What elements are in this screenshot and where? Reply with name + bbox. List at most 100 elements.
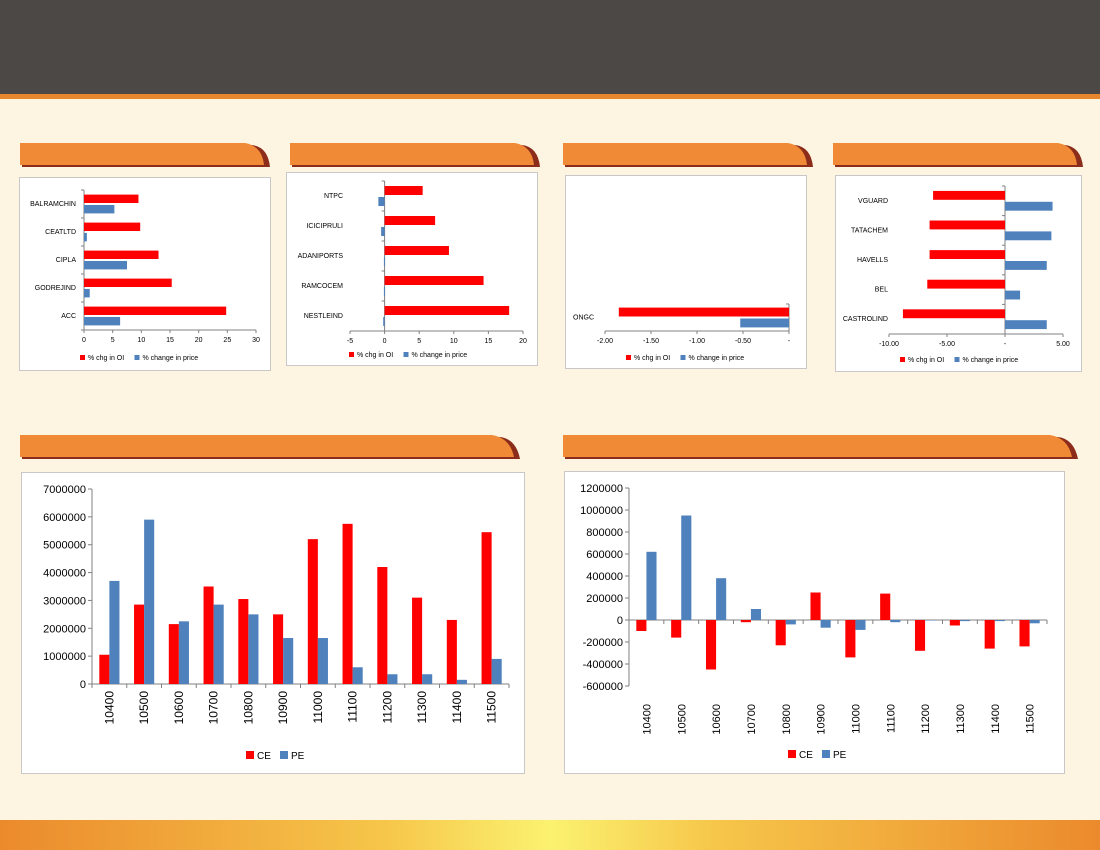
legend-label: % chg in OI <box>634 355 670 362</box>
oi-bar-bel <box>927 279 1005 289</box>
y-tick-label: 400000 <box>586 571 623 583</box>
y-tick-label: 1200000 <box>580 483 623 495</box>
ce-bar-11400 <box>446 619 457 684</box>
pe-bar-10400 <box>646 551 657 620</box>
x-tick-label: 5.00 <box>1056 341 1070 348</box>
oi-bar-adaniports <box>384 246 449 255</box>
category-label: CIPLA <box>56 257 77 264</box>
x-category-label: 10900 <box>276 691 290 725</box>
legend-label: PE <box>833 750 847 761</box>
price-bar-tatachem <box>1005 231 1052 241</box>
x-category-label: 10800 <box>781 704 793 735</box>
y-tick-label: 7000000 <box>43 484 86 496</box>
oi-bar-ceatltd <box>84 222 141 231</box>
pe-bar-10900 <box>820 620 831 628</box>
x-tick-label: 30 <box>252 337 260 344</box>
ce-bar-10500 <box>671 620 682 638</box>
ce-bar-11100 <box>880 593 891 620</box>
x-tick-label: 20 <box>195 337 203 344</box>
legend-swatch-pe <box>280 751 288 759</box>
oi-bar-ongc <box>618 307 789 317</box>
pe-bar-11500 <box>1029 620 1040 624</box>
y-tick-label: -400000 <box>583 659 623 671</box>
pe-bar-11100 <box>890 620 901 623</box>
x-category-label: 11000 <box>311 691 325 724</box>
pe-bar-10800 <box>785 620 796 625</box>
category-label: NTPC <box>324 193 343 200</box>
x-category-label: 11400 <box>990 704 1002 734</box>
category-label: CEATLTD <box>45 229 76 236</box>
x-category-label: 11500 <box>1025 704 1037 734</box>
header-accent-line <box>0 94 1100 99</box>
x-category-label: 10800 <box>241 691 255 725</box>
x-tick-label: - <box>1004 341 1007 348</box>
x-tick-label: 10 <box>137 337 145 344</box>
category-label: RAMCOCEM <box>301 283 343 290</box>
pe-bar-10500 <box>144 519 155 684</box>
x-category-label: 11300 <box>415 691 429 724</box>
ce-bar-11200 <box>377 567 388 684</box>
pe-bar-11200 <box>925 620 936 621</box>
y-tick-label: 3000000 <box>43 595 86 607</box>
open-interest-chart: 0 1000000 2000000 3000000 4000000 5000000 6000… <box>43 484 510 762</box>
x-tick-label: -5 <box>347 338 353 345</box>
x-category-label: 10600 <box>711 704 723 735</box>
x-category-label: 10500 <box>676 704 688 735</box>
open-interest-panel: 0 1000000 2000000 3000000 4000000 5000000 6000… <box>21 472 525 774</box>
oi-bar-acc <box>84 306 227 315</box>
y-tick-label: 200000 <box>586 593 623 605</box>
ce-bar-10400 <box>636 620 647 631</box>
y-tick-label: 2000000 <box>43 623 86 635</box>
ce-bar-10400 <box>99 654 110 684</box>
price-bar-bel <box>1005 290 1021 300</box>
x-tick-label: -5.00 <box>939 341 955 348</box>
pe-bar-11400 <box>456 679 467 684</box>
pe-bar-10800 <box>248 614 259 684</box>
price-bar-acc <box>84 317 121 326</box>
pe-bar-10600 <box>716 578 727 620</box>
oi-bar-cipla <box>84 250 159 259</box>
pe-bar-10700 <box>213 604 224 684</box>
price-bar-havells <box>1005 261 1047 270</box>
footer-bar <box>0 820 1100 850</box>
oi-bar-havells <box>929 250 1005 259</box>
pe-bar-11000 <box>317 638 328 684</box>
price-bar-icicipruli <box>381 227 385 236</box>
section-tab-4 <box>833 143 1083 167</box>
price-bar-ramcocem <box>383 287 385 296</box>
legend-swatch-secondary <box>403 352 409 357</box>
x-category-label: 11000 <box>850 704 862 734</box>
price-bar-ceatltd <box>84 233 87 242</box>
legend-label: % chg in OI <box>357 352 393 359</box>
x-tick-label: -2.00 <box>597 338 613 345</box>
y-tick-label: -200000 <box>583 637 623 649</box>
oi-long-buildup-panel: 0 5 10 15 20 25 30 BALRAMCHIN CEATLTD CIPLA GODREJ… <box>19 177 271 371</box>
ce-bar-10600 <box>168 624 179 684</box>
pe-bar-10600 <box>178 621 189 684</box>
oi-bar-icicipruli <box>384 216 436 225</box>
legend-swatch-secondary <box>954 357 960 362</box>
oi-short-buildup-chart: -5 0 5 10 15 20 NTPC ICICIPRULI ADANIPORTS RAMCOC… <box>298 180 527 359</box>
legend-label: CE <box>799 750 813 761</box>
y-tick-label: 1000000 <box>580 505 623 517</box>
y-tick-label: 4000000 <box>43 568 86 580</box>
pe-bar-10900 <box>283 638 294 684</box>
x-category-label: 10500 <box>137 691 151 725</box>
y-tick-label: 6000000 <box>43 512 86 524</box>
legend-swatch-pe <box>822 750 830 758</box>
section-tab-3 <box>563 143 813 167</box>
x-category-label: 10900 <box>816 704 828 735</box>
x-category-label: 11200 <box>380 691 394 724</box>
pe-bar-11100 <box>352 667 363 684</box>
legend-swatch-ce <box>246 751 254 759</box>
category-label: TATACHEM <box>851 227 888 234</box>
legend-label: PE <box>291 751 305 762</box>
ce-bar-11100 <box>342 523 353 684</box>
pe-bar-11500 <box>491 658 502 684</box>
oi-short-buildup-panel: -5 0 5 10 15 20 NTPC ICICIPRULI ADANIPORTS RAMCOC… <box>286 172 538 366</box>
x-tick-label: - <box>788 338 791 345</box>
x-tick-label: 25 <box>223 337 231 344</box>
y-tick-label: 5000000 <box>43 540 86 552</box>
legend-swatch-primary <box>626 355 631 360</box>
y-tick-label: 1000000 <box>43 651 86 663</box>
